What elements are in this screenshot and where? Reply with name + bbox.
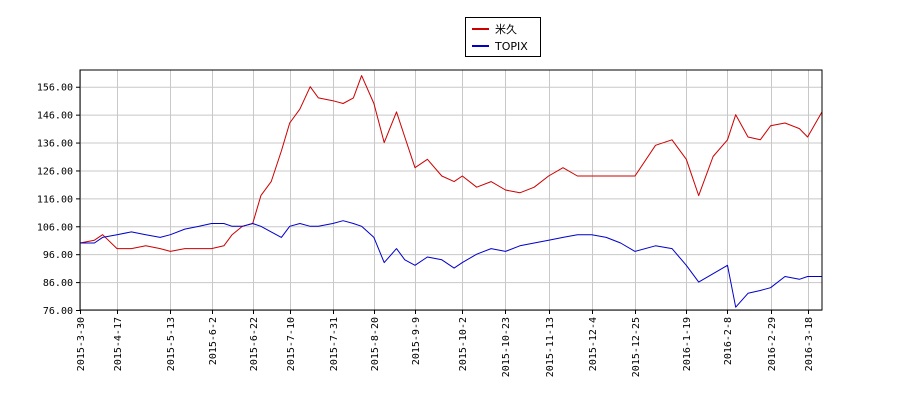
x-tick-label: 2015-10-2 — [458, 317, 469, 371]
x-tick-label: 2015-11-13 — [545, 317, 556, 377]
x-tick-label: 2016-3-18 — [804, 317, 815, 371]
x-tick-label: 2015-9-9 — [411, 317, 422, 365]
y-tick-label: 76.00 — [43, 306, 73, 317]
y-tick-label: 146.00 — [37, 111, 73, 122]
y-tick-label: 86.00 — [43, 278, 73, 289]
x-tick-label: 2015-7-31 — [329, 317, 340, 371]
legend-swatch-series-1 — [472, 28, 489, 30]
plot-area-frame — [79, 69, 823, 311]
x-tick-label: 2015-12-25 — [631, 317, 642, 377]
x-tick-label: 2015-7-10 — [286, 317, 297, 371]
x-tick-label: 2015-4-17 — [113, 317, 124, 371]
x-tick-label: 2015-5-13 — [166, 317, 177, 371]
legend-item-series-2: TOPIX — [472, 38, 528, 54]
series-line-2 — [80, 220, 822, 308]
y-tick-label: 156.00 — [37, 83, 73, 94]
x-tick-label: 2015-3-30 — [76, 317, 87, 371]
legend-label-series-2: TOPIX — [495, 39, 528, 53]
x-tick-label: 2015-12-4 — [588, 317, 599, 371]
x-tick-label: 2016-2-29 — [767, 317, 778, 371]
legend-item-series-1: 米久 — [472, 21, 517, 37]
x-axis-ticks: 2015-3-30 2015-4-17 2015-5-13 2015-6-2 2015-… — [76, 310, 815, 377]
legend-label-series-1: 米久 — [495, 23, 517, 36]
y-tick-label: 136.00 — [37, 139, 73, 150]
y-tick-label: 106.00 — [37, 222, 73, 233]
series-layer — [79, 75, 823, 308]
y-tick-label: 116.00 — [37, 194, 73, 205]
x-tick-label: 2015-6-2 — [208, 317, 219, 365]
grid — [80, 70, 822, 311]
legend: 米久 TOPIX — [465, 17, 541, 57]
x-tick-label: 2015-6-22 — [249, 317, 260, 371]
series-line-1 — [79, 75, 823, 252]
y-tick-label: 126.00 — [37, 166, 73, 177]
x-tick-label: 2016-1-19 — [682, 317, 693, 371]
legend-swatch-series-2 — [472, 45, 489, 47]
x-tick-label: 2015-10-23 — [501, 317, 512, 377]
x-tick-label: 2015-8-20 — [370, 317, 381, 371]
x-tick-label: 2016-2-8 — [723, 317, 734, 365]
y-tick-label: 96.00 — [43, 250, 73, 261]
y-axis-ticks: 156.00 146.00 136.00 126.00 116.00 106.00 96.0… — [37, 83, 80, 317]
